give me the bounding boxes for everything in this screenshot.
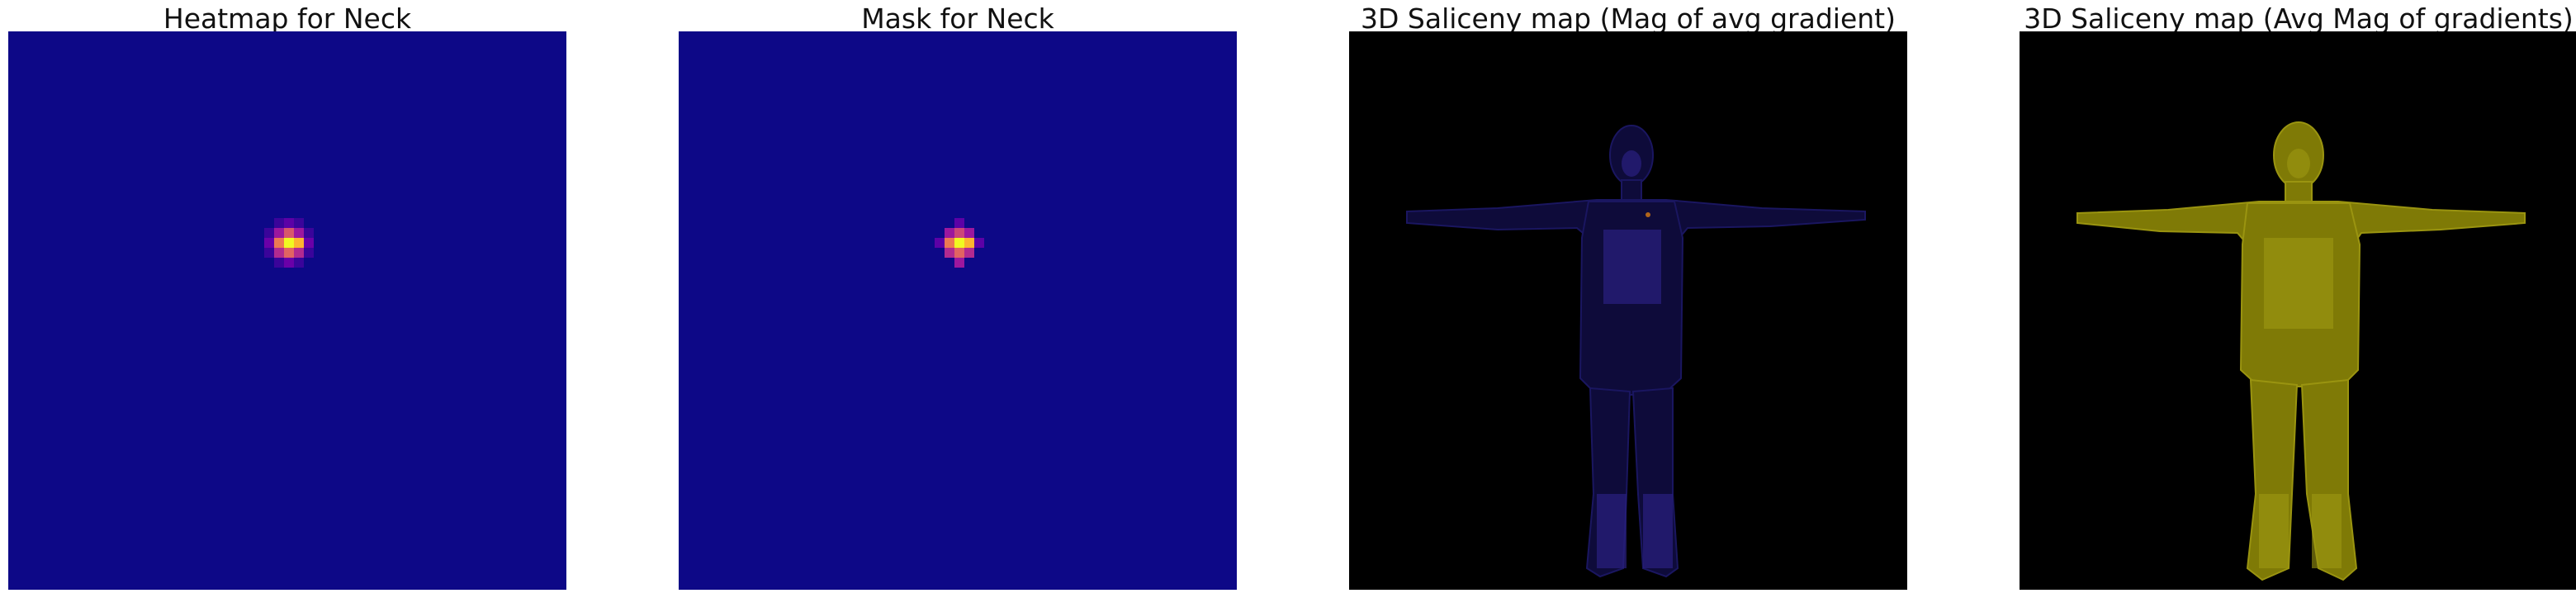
heatmap-graphic xyxy=(8,31,566,590)
panel-title: 3D Saliceny map (Avg Mag of gradients) xyxy=(2024,2,2574,35)
heatmap-image xyxy=(8,31,566,590)
mask-image xyxy=(679,31,1237,590)
saliency-avg-gradient-image xyxy=(1349,31,1907,590)
human-body-dark-graphic xyxy=(1349,31,1907,590)
human-body-yellow-graphic xyxy=(2020,31,2576,590)
heatmap-panel: Heatmap for Neck xyxy=(8,0,566,598)
saliency-avg-magnitude-image xyxy=(2020,31,2576,590)
mask-panel: Mask for Neck xyxy=(679,0,1237,598)
mask-graphic xyxy=(679,31,1237,590)
saliency-avg-magnitude-panel: 3D Saliceny map (Avg Mag of gradients) xyxy=(2020,0,2576,598)
panel-title: Heatmap for Neck xyxy=(163,2,412,35)
panel-title: 3D Saliceny map (Mag of avg gradient) xyxy=(1361,2,1896,35)
panel-title: Mask for Neck xyxy=(861,2,1054,35)
saliency-avg-gradient-panel: 3D Saliceny map (Mag of avg gradient) xyxy=(1349,0,1907,598)
